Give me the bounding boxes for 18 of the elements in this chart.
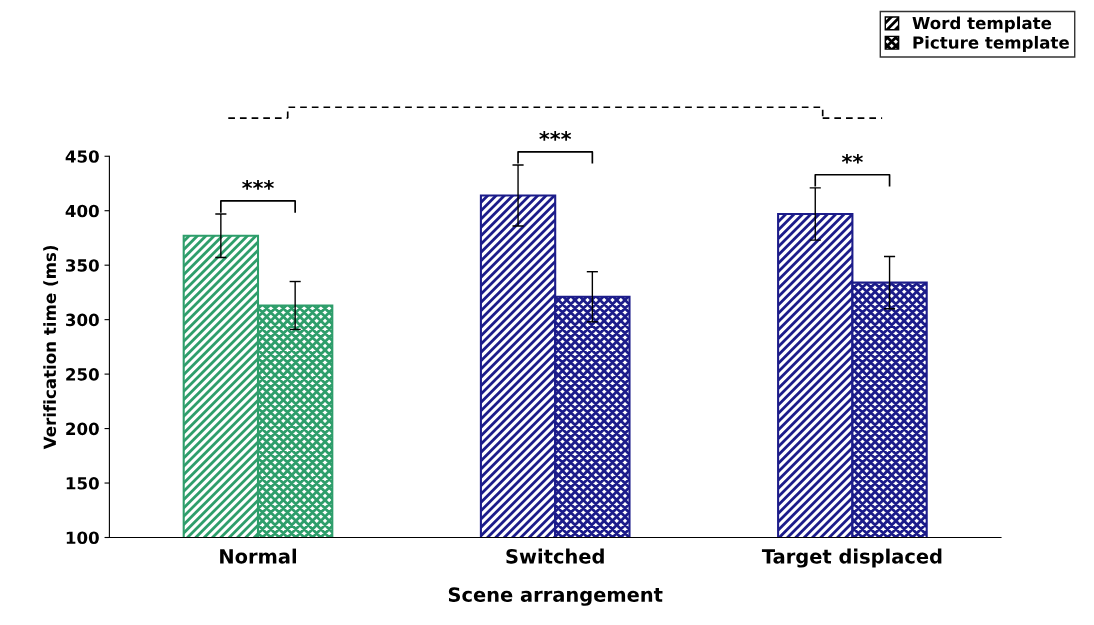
x-tick-label: Normal (220, 548, 296, 564)
y-tick-label: 200 (66, 422, 99, 436)
text: Word template (912, 16, 1052, 33)
text: Picture template (913, 35, 1069, 53)
x-axis-title: Scene arrangement (448, 587, 663, 606)
y-tick-label: 400 (65, 204, 99, 218)
y-tick-label: 250 (66, 368, 99, 381)
text: *** (539, 131, 572, 141)
y-tick-label: 300 (66, 313, 99, 327)
annotation: *** (242, 180, 274, 190)
y-tick-label: 450 (65, 150, 99, 163)
y-tick-label: 100 (66, 531, 99, 545)
annotation: ** (841, 153, 863, 164)
x-tick-label: Target displaced (761, 548, 942, 568)
x-tick-label: Switched (506, 548, 604, 564)
y-tick-label: 350 (66, 259, 99, 272)
y-axis-title: Verification time (ms) (43, 245, 59, 450)
y-tick-label: 150 (66, 477, 99, 490)
